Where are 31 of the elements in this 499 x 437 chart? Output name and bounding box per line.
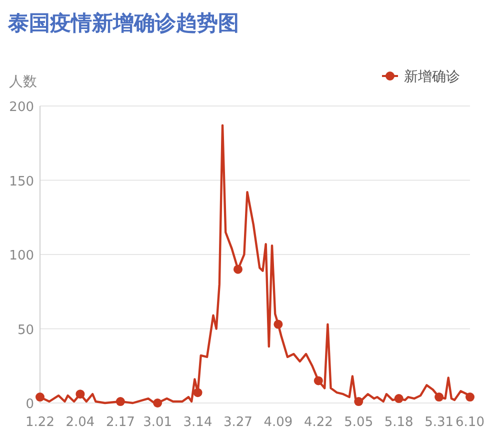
point <box>153 398 162 408</box>
point <box>434 392 444 402</box>
x-tick-label: 1.22 <box>26 415 54 430</box>
y-tick-label: 150 <box>9 174 34 190</box>
y-tick-label: 50 <box>17 322 34 338</box>
y-tick-label: 0 <box>26 397 34 412</box>
chart-title: 泰国疫情新增确诊趋势图 <box>7 11 239 35</box>
x-tick-label: 6.10 <box>456 415 484 430</box>
x-tick-label: 2.04 <box>66 415 95 430</box>
x-tick-label: 3.01 <box>143 415 172 430</box>
x-tick-label: 3.27 <box>224 415 252 430</box>
x-tick-label: 4.22 <box>304 415 333 430</box>
point <box>193 388 202 398</box>
point <box>314 376 323 386</box>
point <box>116 397 125 406</box>
point <box>274 320 283 329</box>
y-tick-label: 100 <box>9 248 34 264</box>
point <box>354 397 364 406</box>
x-tick-label: 5.18 <box>384 415 414 430</box>
point <box>233 264 242 274</box>
y-axis-title: 人数 <box>9 74 37 90</box>
x-tick-label: 3.14 <box>183 415 212 430</box>
y-tick-label: 200 <box>9 100 34 115</box>
point <box>36 392 44 402</box>
point <box>394 394 404 404</box>
x-tick-label: 4.09 <box>264 415 293 430</box>
x-tick-label: 5.31 <box>424 415 454 430</box>
x-tick-label: 5.05 <box>344 415 374 430</box>
point <box>76 390 85 399</box>
x-tick-label: 2.17 <box>106 415 135 430</box>
legend-label: 新增确诊 <box>404 69 460 85</box>
